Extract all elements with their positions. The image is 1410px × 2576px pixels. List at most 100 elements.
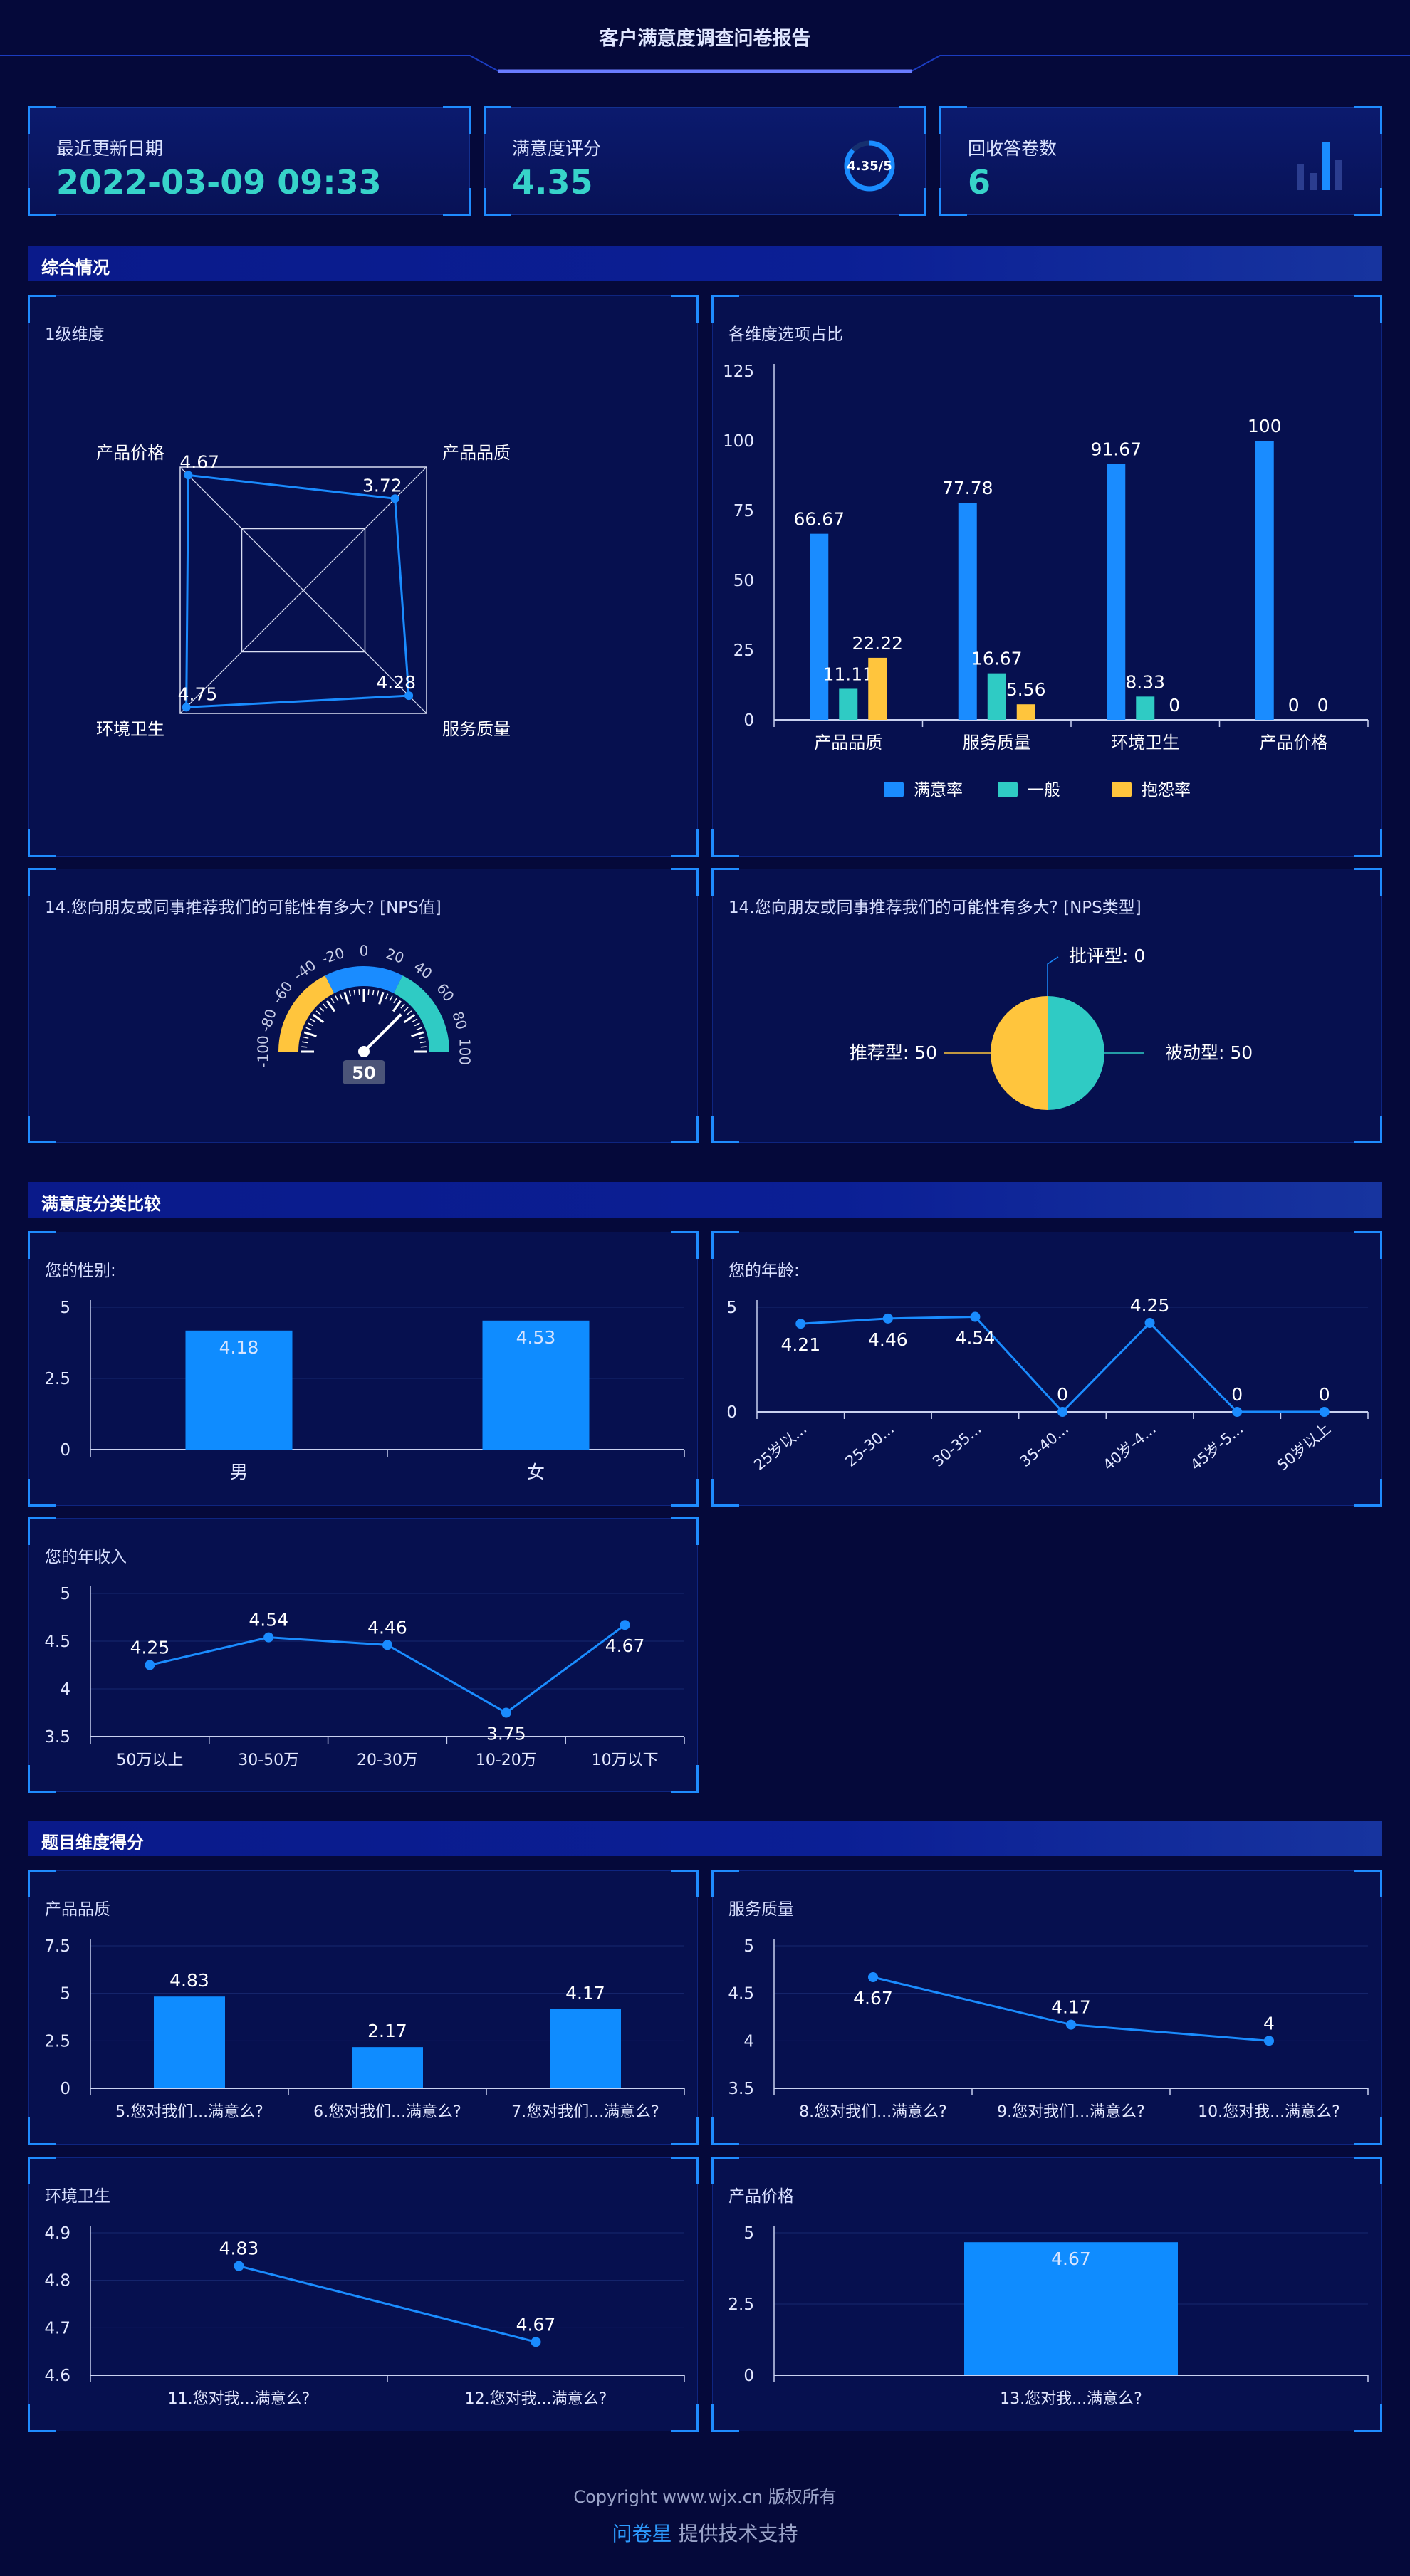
gauge-tick xyxy=(308,1022,314,1027)
gauge-tick-label: -100 xyxy=(255,1035,272,1067)
gauge-tick xyxy=(335,995,339,1002)
stat-value: 6 xyxy=(968,163,991,201)
score-ring-text: 4.35/5 xyxy=(847,159,892,174)
gauge-tick xyxy=(411,1031,424,1037)
data-point xyxy=(1232,1407,1243,1417)
x-tick-label: 7.您对我们...满意么? xyxy=(511,2103,659,2121)
data-point xyxy=(1058,1407,1067,1417)
y-tick-label: 0 xyxy=(60,2080,70,2098)
series-line xyxy=(150,1624,626,1714)
bar xyxy=(1107,464,1126,720)
footer-support: 问卷星 提供技术支持 xyxy=(0,2518,1410,2547)
radar-grid xyxy=(179,466,427,714)
pie-slice xyxy=(991,996,1048,1110)
gauge-needle xyxy=(362,1013,402,1053)
data-label: 91.67 xyxy=(1090,439,1142,460)
gauge-tick-label: 80 xyxy=(449,1009,471,1032)
data-label: 4.67 xyxy=(853,1988,893,2009)
stat-value: 2022-03-09 09:33 xyxy=(56,163,382,201)
data-label: 0 xyxy=(1317,695,1329,716)
gauge-tick xyxy=(404,1007,409,1012)
y-tick-label: 5 xyxy=(743,1937,754,1956)
data-label: 4.83 xyxy=(169,1970,209,1991)
pie-slice xyxy=(1048,996,1104,1110)
x-tick-label: 服务质量 xyxy=(963,733,1031,753)
stat-label: 回收答卷数 xyxy=(968,138,1058,159)
x-tick-label: 5.您对我们...满意么? xyxy=(115,2103,263,2121)
gauge-tick xyxy=(319,1007,324,1012)
footer-brand-link[interactable]: 问卷星 xyxy=(612,2522,672,2545)
data-label: 4.46 xyxy=(367,1617,407,1638)
y-tick-label: 2.5 xyxy=(44,2032,70,2051)
gender-bar-chart: 0 2.5 5 男 女 4.18 4.53 xyxy=(44,1299,685,1482)
bar-chart-icon xyxy=(1297,142,1342,190)
footer-support-text: 提供技术支持 xyxy=(672,2522,798,2545)
gauge-tick-label: -60 xyxy=(268,978,296,1007)
data-point xyxy=(234,2261,244,2271)
data-label: 4.67 xyxy=(605,1635,645,1656)
service-line-chart: 3.5 4 4.5 5 8.您对我们...满意么? 9.您对我们...满意么? 10.您对我… xyxy=(728,1937,1369,2121)
bar xyxy=(482,1320,590,1450)
x-tick-label: 25-30... xyxy=(842,1420,898,1470)
gauge-tick-label: -20 xyxy=(319,944,346,968)
radar-series xyxy=(185,473,410,708)
bar xyxy=(958,503,977,720)
stat-card-responses: 回收答卷数 6 xyxy=(939,106,1382,216)
bar xyxy=(987,673,1006,720)
x-tick-label: 6.您对我们...满意么? xyxy=(313,2103,461,2121)
gauge-tick xyxy=(403,1014,416,1024)
legend-swatch xyxy=(998,782,1018,797)
data-label: 4.17 xyxy=(565,1983,605,2004)
stat-label: 最近更新日期 xyxy=(56,138,164,159)
pie-label: 被动型: 50 xyxy=(1165,1042,1253,1063)
y-tick-label: 5 xyxy=(60,1299,70,1317)
panel-title: 环境卫生 xyxy=(45,2187,110,2206)
data-point xyxy=(620,1620,630,1630)
gauge-band-neutral xyxy=(325,966,403,994)
x-tick-label: 8.您对我们...满意么? xyxy=(799,2103,947,2121)
y-tick-label: 2.5 xyxy=(44,1370,70,1388)
y-tick-label: 4 xyxy=(60,1680,70,1699)
gauge-tick xyxy=(400,1003,405,1009)
panel-quality: 产品品质 0 2.5 5 7.5 5.您对我们...满意么? 6.您对我们...满意么? 7… xyxy=(28,1870,699,2145)
bar xyxy=(868,657,887,720)
gauge-value: 50 xyxy=(352,1063,375,1083)
x-tick-label: 30-35... xyxy=(929,1420,985,1470)
gauge-tick xyxy=(392,1000,402,1012)
bar xyxy=(810,533,829,720)
panel-ratio: 各维度选项占比 0 25 50 75 100 125 产品品质 66.67 11.11 22.22… xyxy=(711,295,1382,857)
data-label: 11.11 xyxy=(822,664,874,684)
data-label: 4.75 xyxy=(178,684,218,704)
bar xyxy=(1136,696,1155,720)
y-tick-label: 0 xyxy=(743,711,754,730)
x-tick-label: 20-30万 xyxy=(357,1752,418,1769)
pie-label: 推荐型: 50 xyxy=(850,1042,937,1063)
panel-title: 服务质量 xyxy=(728,1900,794,1919)
bar xyxy=(839,688,858,720)
gauge-band-promoter xyxy=(393,975,449,1052)
gauge-tick xyxy=(367,989,370,995)
pie-label: 批评型: 0 xyxy=(1069,946,1145,966)
gauge-tick xyxy=(393,998,397,1004)
y-tick-label: 4.7 xyxy=(44,2319,70,2337)
data-point xyxy=(263,1632,274,1643)
data-label: 16.67 xyxy=(971,649,1023,669)
panel-income: 您的年收入 3.5 4 4.5 5 50万以上 30-50万 20-30万 10-20万 10万… xyxy=(28,1517,699,1793)
panel-title: 您的年收入 xyxy=(45,1548,127,1566)
y-tick-label: 100 xyxy=(723,432,754,451)
data-label: 4.54 xyxy=(249,1610,288,1630)
gauge-tick xyxy=(407,1010,412,1015)
data-point xyxy=(1144,1318,1155,1329)
y-tick-label: 50 xyxy=(733,572,754,590)
y-tick-label: 3.5 xyxy=(728,2080,754,2098)
gauge-tick-label: -40 xyxy=(291,956,320,984)
panel-title: 产品品质 xyxy=(45,1900,110,1919)
header-decoration xyxy=(0,55,1410,73)
data-label: 0 xyxy=(1169,695,1180,716)
gauge-tick xyxy=(412,1018,418,1022)
x-tick-label: 40岁-4... xyxy=(1100,1420,1159,1473)
page-title: 客户满意度调查问卷报告 xyxy=(599,28,811,50)
quality-bar-chart: 0 2.5 5 7.5 5.您对我们...满意么? 6.您对我们...满意么? 7.您对我们… xyxy=(44,1937,685,2121)
income-line-chart: 3.5 4 4.5 5 50万以上 30-50万 20-30万 10-20万 10万以下 4.25… xyxy=(44,1585,685,1769)
